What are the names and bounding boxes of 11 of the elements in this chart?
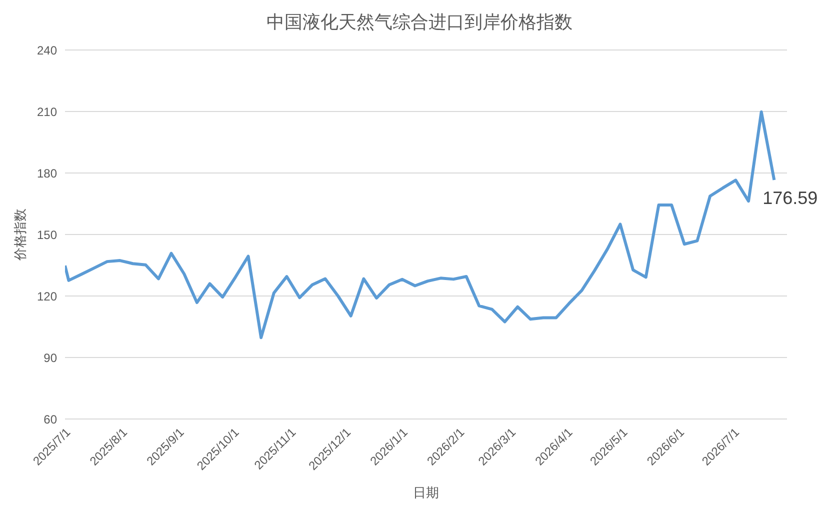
y-tick-label: 90 (44, 350, 58, 365)
y-tick-label: 120 (36, 289, 58, 304)
annotation: 176.59 (762, 188, 818, 208)
y-axis-title: 价格指数 (14, 208, 29, 262)
y-tick-label: 240 (36, 43, 58, 58)
chart-title: 中国液化天然气综合进口到岸价格指数 (266, 11, 574, 35)
y-tick-label: 210 (36, 104, 58, 119)
x-axis-title: 日期 (413, 486, 439, 501)
y-tick-label: 180 (36, 166, 58, 180)
y-tick-label: 150 (36, 228, 58, 242)
y-tick-label: 60 (44, 412, 58, 426)
